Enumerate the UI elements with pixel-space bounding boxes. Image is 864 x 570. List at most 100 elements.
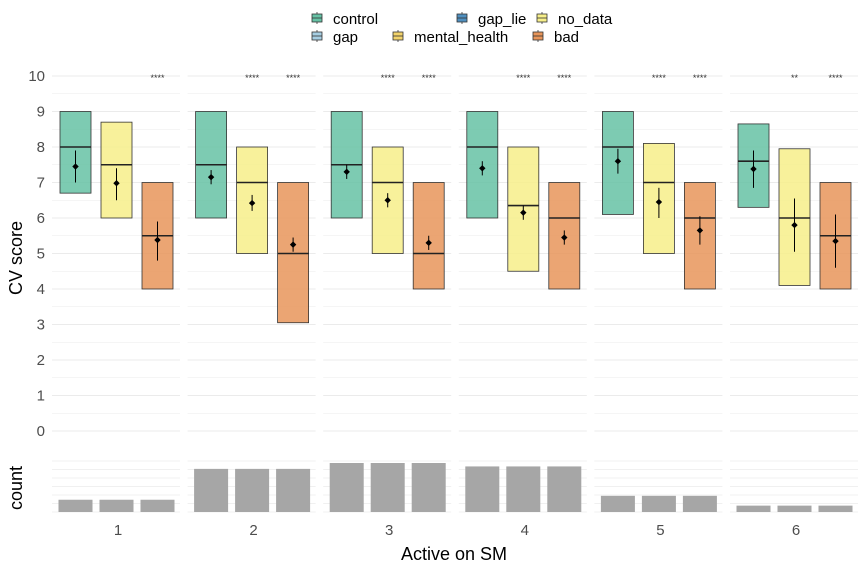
x-tick-label: 5	[656, 522, 664, 539]
panel-5: **** ****	[600, 73, 717, 512]
legend-item-gap: gap	[311, 29, 358, 46]
count-bar	[777, 505, 812, 512]
mean-point	[343, 168, 350, 176]
count-bar	[276, 468, 311, 512]
x-tick-label: 2	[249, 522, 257, 539]
mean-point	[791, 221, 798, 229]
count-bar	[547, 466, 582, 512]
mean-point	[696, 227, 704, 234]
x-tick-label: 1	[114, 522, 122, 539]
group-no_data: ****	[235, 73, 270, 512]
count-bar	[194, 468, 229, 512]
legend-item-no_data: no_data	[536, 11, 613, 28]
group-control	[600, 111, 635, 512]
panels: **** **** **** **** **** **** **** **** **** ** **…	[58, 73, 853, 512]
count-bar	[329, 463, 364, 512]
significance-label: ****	[652, 73, 667, 83]
y-tick-label: 7	[37, 175, 45, 192]
legend-label-control: control	[333, 11, 378, 28]
legend-label-mental_health: mental_health	[414, 29, 508, 46]
legend-item-bad: bad	[532, 29, 579, 46]
group-bad: ****	[818, 73, 853, 512]
significance-label: ****	[245, 73, 260, 83]
mean-point	[72, 163, 79, 170]
legend-label-no_data: no_data	[558, 11, 613, 28]
legend-label-bad: bad	[554, 29, 579, 46]
group-no_data: **	[777, 73, 812, 512]
count-bar	[641, 495, 676, 512]
mean-point	[154, 236, 161, 244]
mean-point	[425, 239, 432, 247]
y-tick-label: 10	[28, 68, 45, 85]
significance-label: ****	[828, 73, 843, 83]
count-bar	[411, 463, 446, 512]
mean-point	[520, 209, 527, 216]
count-bar	[370, 463, 405, 512]
group-bad: ****	[411, 73, 446, 512]
mean-point	[113, 180, 120, 187]
significance-label: ****	[693, 73, 708, 83]
count-bar	[506, 466, 541, 512]
box-bad	[277, 182, 310, 324]
x-axis-title: Active on SM	[401, 544, 507, 564]
group-bad: ****	[140, 73, 175, 512]
group-bad: ****	[547, 73, 582, 512]
count-bar	[682, 495, 717, 512]
x-tick-label: 6	[792, 522, 800, 539]
group-control	[194, 111, 229, 512]
y-tick-label: 6	[37, 210, 45, 227]
significance-label: ****	[286, 73, 301, 83]
mean-point	[384, 197, 391, 204]
y-tick-label: 8	[37, 139, 45, 156]
y-tick-label: 3	[37, 317, 45, 334]
y-tick-label: 0	[37, 423, 45, 440]
group-no_data: ****	[641, 73, 676, 512]
count-bar	[736, 505, 771, 512]
panel-6: ** ****	[736, 73, 853, 512]
mean-point	[207, 173, 215, 181]
count-bar	[140, 499, 175, 512]
count-axis-title: count	[6, 466, 26, 510]
x-tick-label: 3	[385, 522, 393, 539]
x-tick-label: 4	[521, 522, 529, 539]
group-bad: ****	[682, 73, 717, 512]
significance-label: ****	[422, 73, 437, 83]
mean-point	[248, 199, 256, 207]
mean-point	[289, 241, 297, 248]
y-axis-title: CV score	[6, 221, 26, 295]
count-bar	[600, 495, 635, 512]
count-bar	[99, 499, 134, 512]
mean-point	[832, 237, 839, 245]
legend-label-gap: gap	[333, 29, 358, 46]
mean-point	[614, 158, 622, 165]
significance-label: ****	[557, 73, 572, 83]
box-no_data	[236, 146, 269, 254]
grid	[52, 75, 858, 513]
significance-label: **	[791, 73, 799, 83]
count-bar	[465, 466, 500, 512]
group-control	[58, 111, 93, 512]
group-no_data: ****	[506, 73, 541, 512]
legend-item-gap_lie: gap_lie	[456, 11, 526, 28]
x-axis: 1 2 3 4 5 6	[114, 522, 800, 539]
mean-point	[479, 165, 486, 172]
group-control	[329, 111, 364, 512]
significance-label: ****	[516, 73, 531, 83]
group-control	[465, 111, 500, 512]
panel-1: ****	[58, 73, 175, 512]
y-tick-label: 4	[37, 281, 45, 298]
y-axis: 0 1 2 3 4 5 6 7 8 9 10	[28, 68, 45, 440]
mean-point	[655, 198, 663, 206]
group-no_data	[99, 121, 134, 512]
significance-label: ****	[150, 73, 165, 83]
legend-item-control: control	[311, 11, 378, 28]
panel-3: **** ****	[329, 73, 446, 512]
y-tick-label: 5	[37, 246, 45, 263]
panel-2: **** ****	[194, 73, 311, 512]
group-control	[736, 123, 771, 512]
count-bar	[58, 499, 93, 512]
mean-point	[561, 234, 568, 241]
count-bar	[235, 468, 270, 512]
